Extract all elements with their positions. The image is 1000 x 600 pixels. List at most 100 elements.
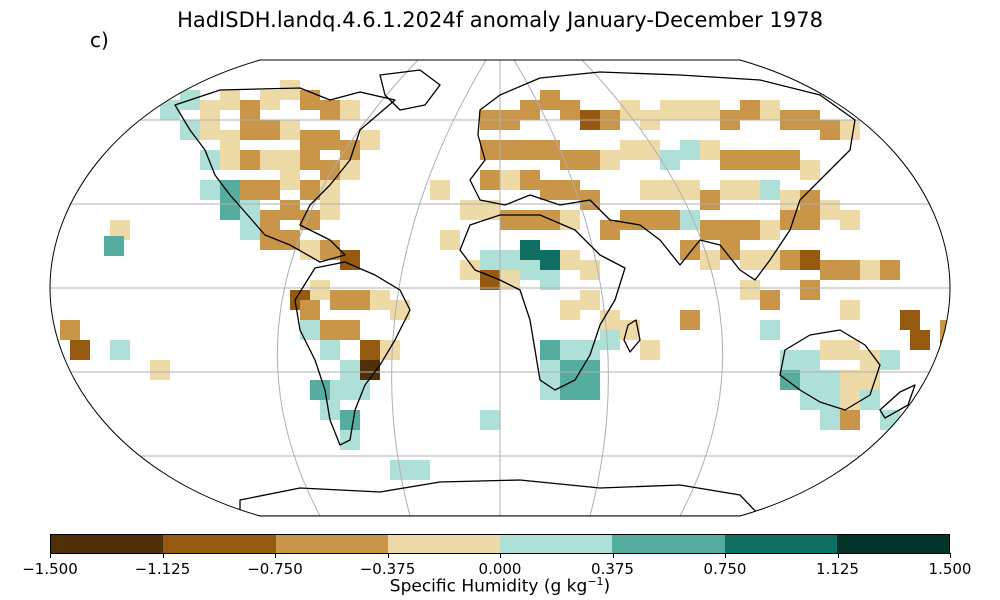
anomaly-cell [300, 240, 320, 260]
anomaly-cell [680, 240, 700, 260]
anomaly-cell [860, 370, 880, 390]
anomaly-cell [640, 140, 660, 160]
anomaly-cell [860, 260, 880, 280]
anomaly-cell [500, 140, 520, 160]
anomaly-cell [800, 160, 820, 180]
anomaly-cell [300, 300, 320, 320]
anomaly-cell [820, 410, 840, 430]
anomaly-cell [330, 380, 350, 400]
world-map [49, 59, 951, 517]
anomaly-cell [740, 220, 760, 240]
anomaly-cell [600, 330, 620, 350]
colorbar-tick-label: 1.500 [928, 560, 972, 578]
anomaly-cell [680, 180, 700, 200]
anomaly-cell [320, 400, 340, 420]
anomaly-cell [560, 340, 580, 360]
anomaly-cell [240, 200, 260, 220]
anomaly-cell [780, 210, 800, 230]
anomaly-cell [520, 260, 540, 280]
anomaly-cell [280, 200, 300, 220]
anomaly-cell [540, 340, 560, 360]
anomaly-cell [300, 90, 320, 110]
anomaly-cell [760, 290, 780, 310]
anomaly-cell [720, 180, 740, 200]
colorbar-tick-label: 0.375 [591, 560, 634, 578]
anomaly-cell [660, 180, 680, 200]
anomaly-cell [260, 180, 280, 200]
anomaly-cell [330, 290, 350, 310]
anomaly-cell [340, 410, 360, 430]
australia-coast [779, 329, 881, 411]
anomaly-cell [220, 200, 240, 220]
anomaly-cell [840, 370, 860, 390]
anomaly-cell [300, 150, 320, 170]
anomaly-cell [800, 210, 820, 230]
anomaly-cell [800, 350, 820, 370]
anomaly-cell [280, 150, 300, 170]
anomaly-cell [840, 410, 860, 430]
anomaly-cell [480, 250, 500, 270]
anomaly-cell [700, 140, 720, 160]
anomaly-cell [800, 250, 820, 270]
anomaly-cell [540, 380, 560, 400]
anomaly-cell [660, 100, 680, 120]
map-title: HadISDH.landq.4.6.1.2024f anomaly Januar… [177, 8, 823, 32]
anomaly-cell [680, 100, 700, 120]
anomaly-cell [380, 340, 400, 360]
anomaly-cell [860, 350, 880, 370]
anomaly-cell [280, 80, 300, 100]
colorbar-tick-label: −0.375 [359, 560, 416, 578]
anomaly-cell [104, 236, 124, 256]
anomaly-cell [540, 180, 560, 200]
colorbar-bin-3 [387, 535, 500, 553]
anomaly-cell [540, 250, 560, 270]
panel-label: c) [90, 28, 109, 52]
anomaly-cell [820, 340, 840, 360]
anomaly-cell [680, 310, 700, 330]
colorbar-bin-7 [836, 535, 949, 553]
anomaly-cell [340, 100, 360, 120]
anomaly-cell [840, 260, 860, 280]
anomaly-cell [310, 280, 330, 300]
anomaly-cell [840, 390, 860, 410]
anomaly-cell [880, 350, 900, 370]
anomaly-cell [320, 100, 340, 120]
anomaly-cell [320, 130, 340, 150]
new-zealand-coast [879, 384, 916, 419]
colorbar-tick-label: 1.125 [816, 560, 859, 578]
africa-coast [459, 214, 626, 391]
meridian-60e [581, 60, 723, 516]
anomaly-cell [820, 370, 840, 390]
globe-outline [49, 59, 951, 517]
anomaly-cell [480, 410, 500, 430]
anomaly-cell [560, 360, 580, 380]
anomaly-cell [560, 100, 580, 120]
colorbar-tick-label: 0.000 [478, 560, 522, 578]
anomaly-cell [620, 140, 640, 160]
anomaly-cell [540, 140, 560, 160]
colorbar-tick-label: −1.125 [134, 560, 191, 578]
anomaly-cell [800, 280, 820, 300]
anomaly-cell [620, 100, 640, 120]
anomaly-cell [840, 340, 860, 360]
anomaly-cell [640, 340, 660, 360]
anomaly-cell [520, 240, 540, 260]
colorbar-tick-mark [162, 553, 164, 558]
colorbar-tick-mark [275, 553, 276, 558]
anomaly-cell [260, 120, 280, 140]
anomaly-cell [520, 210, 540, 230]
eurasia-coast [469, 71, 856, 281]
anomaly-cell [260, 150, 280, 170]
anomaly-cell [340, 160, 360, 180]
anomaly-cell [560, 150, 580, 170]
anomaly-cell [480, 170, 500, 190]
colorbar-tick-label: −1.500 [22, 560, 78, 578]
anomaly-cell [260, 90, 280, 110]
anomaly-cell [600, 150, 620, 170]
colorbar-tick-mark [725, 553, 726, 558]
anomaly-cell [720, 240, 740, 260]
anomaly-cell [740, 250, 760, 270]
anomaly-cell [240, 220, 260, 240]
anomaly-cell [240, 150, 260, 170]
anomaly-cell [560, 300, 580, 320]
